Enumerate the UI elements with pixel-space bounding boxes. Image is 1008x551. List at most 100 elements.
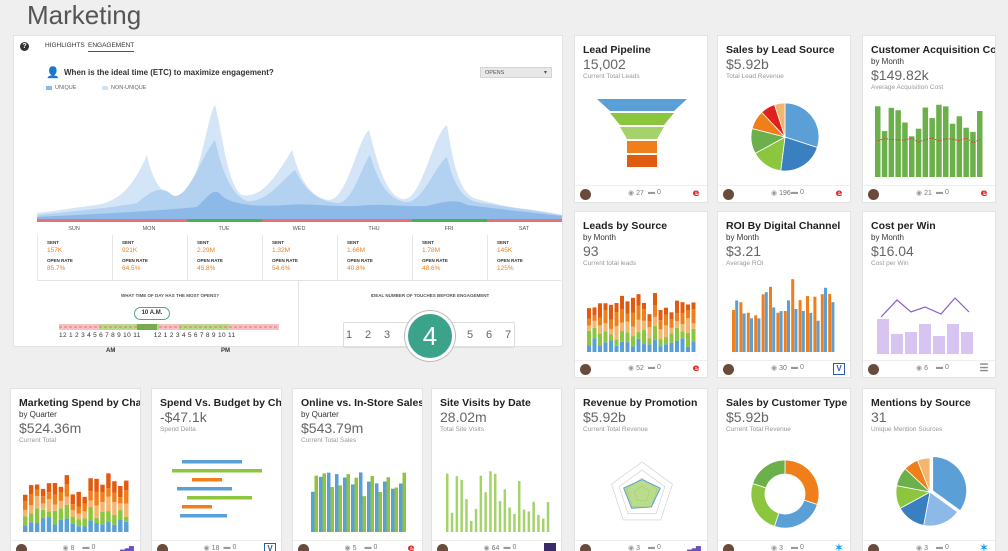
stack-segment: [664, 344, 668, 352]
avatar[interactable]: [437, 544, 448, 551]
card-footer: ◉ 3 ▬ 0 ✶: [718, 540, 850, 551]
stack-segment: [658, 320, 663, 330]
stack-segment: [58, 492, 64, 501]
comment-icon: ▬: [936, 544, 945, 551]
card-revenue-by-promotion[interactable]: Revenue by Promotion $5.92b Current Total …: [574, 388, 708, 551]
avatar[interactable]: [298, 544, 309, 551]
stack-segment: [118, 503, 123, 510]
bar: [828, 293, 832, 352]
stack-segment: [52, 524, 58, 532]
card-online-vs-instore[interactable]: Online vs. In-Store Sales by Quarter $543.…: [292, 388, 423, 551]
avatar[interactable]: [580, 544, 591, 551]
avatar[interactable]: [580, 189, 591, 200]
comment-icon: ▬: [936, 364, 945, 371]
list-icon[interactable]: ☰: [979, 363, 989, 374]
stack-segment: [112, 481, 117, 493]
hour-label: 1: [69, 332, 74, 339]
stack-segment: [669, 319, 674, 328]
stack-segment: [609, 340, 613, 352]
card-title: Revenue by Promotion: [583, 397, 698, 409]
tab-engagement[interactable]: ENGAGEMENT: [88, 42, 135, 52]
avatar[interactable]: [723, 364, 734, 375]
v-source-icon[interactable]: V: [833, 363, 845, 375]
avatar[interactable]: [868, 364, 879, 375]
card-leads-by-source[interactable]: Leads by Source by Month 93 Current total l…: [574, 211, 708, 378]
bar: [354, 477, 358, 532]
stack-segment: [100, 502, 105, 512]
stack-segment: [70, 494, 75, 505]
bar: [933, 336, 945, 354]
card-subtitle: by Month: [726, 233, 759, 242]
stack-segment: [64, 518, 70, 532]
card-chart: [750, 102, 820, 172]
stack-segment: [631, 326, 635, 337]
stack-segment: [598, 345, 602, 352]
stack-segment: [58, 500, 64, 509]
app-icon[interactable]: ▄: [544, 543, 556, 551]
avatar[interactable]: [723, 544, 734, 551]
trend-line: [880, 297, 970, 318]
stack-segment: [58, 519, 64, 532]
help-icon[interactable]: ?: [20, 42, 29, 51]
avatar[interactable]: [868, 544, 879, 551]
metric-dropdown[interactable]: OPENS ▾: [480, 67, 552, 78]
open-rate-value: 85.7%: [47, 265, 66, 272]
stack-segment: [680, 302, 685, 313]
card-site-visits[interactable]: Site Visits by Date 28.02m Total Site Visi…: [431, 388, 562, 551]
bar: [902, 122, 908, 177]
views-count: ◉ 30: [771, 365, 787, 372]
day-stats-wed: SENT 1.32M OPEN RATE 54.6%: [262, 235, 336, 280]
avatar[interactable]: [157, 544, 168, 551]
stack-segment: [653, 316, 657, 326]
bar: [450, 512, 454, 532]
signal-bars-icon[interactable]: ▂▄▆: [120, 546, 134, 551]
stack-segment: [40, 518, 46, 532]
stack-segment: [40, 509, 46, 519]
e-source-icon[interactable]: e: [692, 188, 700, 199]
hour-label: 11: [227, 332, 236, 339]
comments-count: ▬ 0: [936, 544, 949, 551]
avatar[interactable]: [723, 189, 734, 200]
e-source-icon[interactable]: e: [407, 543, 415, 551]
stack-segment: [118, 519, 123, 532]
twitter-icon[interactable]: ✶: [834, 543, 844, 551]
bar: [809, 312, 813, 352]
card-lead-pipeline[interactable]: Lead Pipeline 15,002 Current Total Leads ◉ …: [574, 35, 708, 203]
avatar[interactable]: [16, 544, 27, 551]
stack-segment: [669, 312, 674, 320]
bar: [537, 514, 540, 532]
v-source-icon[interactable]: V: [264, 543, 276, 551]
card-marketing-spend[interactable]: Marketing Spend by Cha... by Quarter $524.…: [10, 388, 141, 551]
stack-segment: [620, 309, 624, 323]
card-mentions-by-source[interactable]: Mentions by Source 31 Unique Mention Sourc…: [862, 388, 996, 551]
bar: [895, 110, 901, 177]
card-footer: ◉ 64 ▬ 0 ▄: [432, 540, 561, 551]
bar: [470, 520, 473, 532]
eye-icon: ◉: [771, 190, 780, 197]
legend-non-unique: NON-UNIQUE: [102, 85, 146, 91]
avatar[interactable]: [580, 364, 591, 375]
stack-segment: [614, 345, 619, 352]
tab-highlights[interactable]: HIGHLIGHTS: [45, 42, 85, 49]
signal-bars-icon[interactable]: ▂▄▆: [687, 546, 701, 551]
touches-title: IDEAL NUMBER OF TOUCHES BEFORE ENGAGEMEN…: [370, 293, 490, 298]
e-source-icon[interactable]: e: [692, 363, 700, 374]
e-source-icon[interactable]: e: [835, 188, 843, 199]
card-sales-by-lead-source[interactable]: Sales by Lead Source $5.92b Total Lead Rev…: [717, 35, 851, 203]
card-sales-by-customer-type[interactable]: Sales by Customer Type $5.92b Current Tota…: [717, 388, 851, 551]
avatar[interactable]: [868, 189, 879, 200]
e-source-icon[interactable]: e: [980, 188, 988, 199]
stack-segment: [76, 506, 81, 514]
twitter-icon[interactable]: ✶: [979, 543, 989, 551]
card-chart: [611, 461, 673, 521]
card-roi-by-digital-channel[interactable]: ROI By Digital Channel by Month $3.21 Avera…: [717, 211, 851, 378]
stack-segment: [631, 336, 635, 347]
hour-label: 6: [193, 332, 198, 339]
card-customer-acquisition-cost[interactable]: Customer Acquisition Cost by Month $149.82…: [862, 35, 996, 203]
bar: [503, 489, 507, 532]
chevron-down-icon: ▾: [543, 70, 547, 76]
stack-segment: [603, 323, 608, 332]
stack-segment: [70, 523, 75, 532]
card-cost-per-win[interactable]: Cost per Win by Month $16.04 Cost per Win ◉ …: [862, 211, 996, 378]
